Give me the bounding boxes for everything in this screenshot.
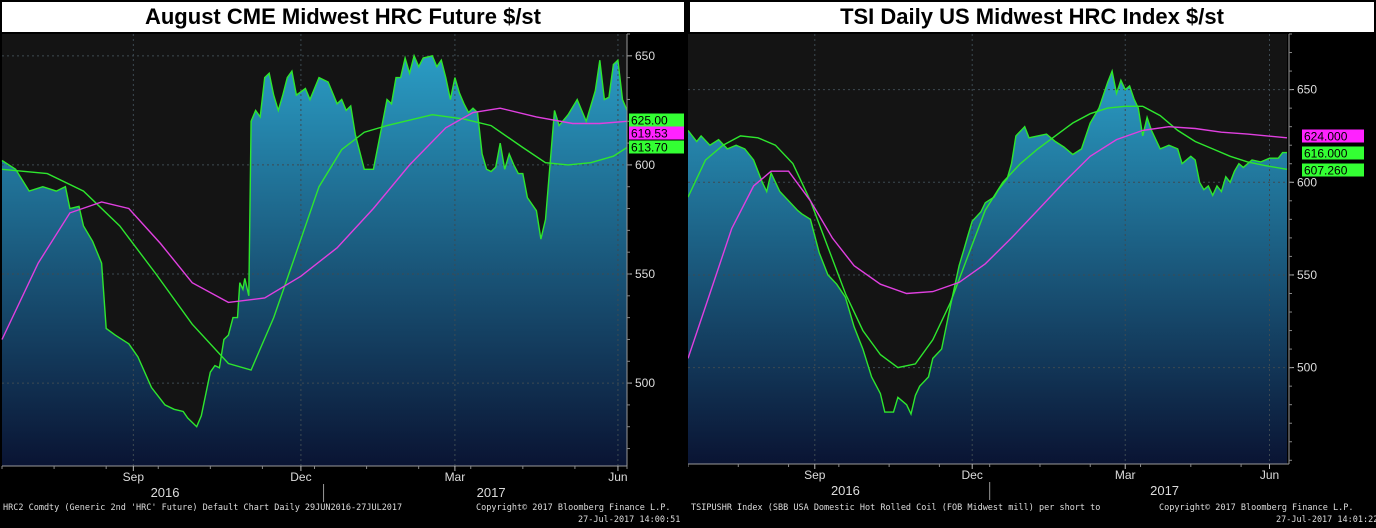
- x-tick-label: Sep: [123, 470, 145, 484]
- y-tick-label: 550: [1297, 268, 1317, 282]
- last-value-tag-box: [1302, 163, 1364, 177]
- year-label: 2016: [831, 483, 860, 498]
- last-value-tag-box: [629, 140, 684, 154]
- footer-copyright: Copyright© 2017 Bloomberg Finance L.P.: [1159, 503, 1354, 513]
- price-line: [1, 53, 628, 428]
- last-value-tag-label: 616.000: [1304, 147, 1348, 161]
- last-value-tag-label: 619.53: [631, 127, 668, 141]
- footer-timestamp: 27-Jul-2017 14:00:51: [578, 515, 681, 525]
- y-tick-label: 600: [635, 158, 655, 172]
- price-area-fill: [2, 55, 627, 467]
- x-tick-label: Sep: [804, 468, 826, 482]
- chart-panel-tsi-index: 500 550 600 650 Sep Dec Mar Jun 2016 2017 624.000 6…: [688, 0, 1376, 528]
- last-value-tag-label: 613.70: [631, 141, 668, 155]
- y-tick-label: 650: [1297, 83, 1317, 97]
- last-value-tag-box: [1302, 129, 1364, 143]
- price-area-fill: [688, 71, 1287, 464]
- chart-panel-hrc-future: 500 550 600 650 Sep Dec Mar Jun 2016 2017 625.00 61…: [0, 0, 686, 528]
- last-value-tag-label: 625.00: [631, 114, 668, 128]
- footer-timestamp: 27-Jul-2017 14:01:22: [1276, 515, 1376, 525]
- y-tick-label: 650: [635, 49, 655, 63]
- y-tick-label: 500: [635, 376, 655, 390]
- last-value-tag-box: [1302, 146, 1364, 160]
- year-label: 2017: [1150, 483, 1179, 498]
- x-tick-label: Mar: [445, 470, 466, 484]
- long-moving-average-line: [688, 125, 1288, 359]
- price-line: [688, 68, 1287, 417]
- footer-copyright: Copyright© 2017 Bloomberg Finance L.P.: [476, 503, 671, 513]
- footer-source: TSIPUSHR Index (SBB USA Domestic Hot Rol…: [691, 503, 1101, 513]
- last-value-tag-label: 607.260: [1304, 164, 1348, 178]
- x-tick-label: Dec: [290, 470, 311, 484]
- long-moving-average-line: [1, 107, 628, 340]
- year-label: 2017: [477, 485, 506, 500]
- short-moving-average-line: [688, 105, 1288, 369]
- x-tick-label: Mar: [1115, 468, 1136, 482]
- last-value-tag-box: [629, 113, 684, 127]
- last-value-tag-label: 624.000: [1304, 130, 1348, 144]
- footer-source: HRC2 Comdty (Generic 2nd 'HRC' Future) D…: [3, 503, 403, 513]
- short-moving-average-line: [1, 113, 628, 371]
- chart-title: TSI Daily US Midwest HRC Index $/st: [690, 2, 1374, 32]
- y-tick-label: 500: [1297, 361, 1317, 375]
- x-tick-label: Jun: [1260, 468, 1279, 482]
- y-tick-label: 600: [1297, 175, 1317, 189]
- tsi-index-chart: 500 550 600 650 Sep Dec Mar Jun 2016 2017 624.000 6…: [688, 33, 1364, 500]
- y-tick-label: 550: [635, 267, 655, 281]
- last-value-tag-box: [629, 126, 684, 140]
- year-label: 2016: [151, 485, 180, 500]
- x-tick-label: Jun: [608, 470, 627, 484]
- x-tick-label: Dec: [962, 468, 983, 482]
- chart-title: August CME Midwest HRC Future $/st: [2, 2, 684, 32]
